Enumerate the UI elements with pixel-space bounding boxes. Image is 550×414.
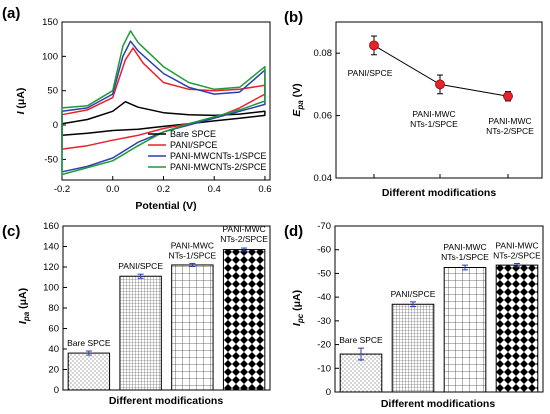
panel-a-x-axis-label: Potential (V): [135, 200, 196, 212]
panel-c-bar-label: Bare SPCE: [67, 338, 111, 348]
panel-b-point-label: NTs-1/SPCE: [410, 119, 458, 129]
panel-d-bar: [443, 267, 487, 393]
panel-d-bar: [391, 303, 435, 393]
panel-b-point-label: NTs-2/SPCE: [486, 126, 534, 136]
panel-b-data-point: [369, 40, 379, 51]
panel-c-y-tick-label: 0: [54, 385, 59, 396]
panel-c-ipa-bar-chart: 0 20 40 60 80 100 120 140 160 Bare SPCE PANI/SPCE…: [17, 221, 271, 407]
panel-b-y-tick-label: 0.04: [314, 173, 333, 184]
panel-b-x-axis-label: Different modifications: [382, 187, 497, 199]
panel-d-bar-label: Bare SPCE: [339, 335, 383, 345]
panel-b-y-tick-label: 0.06: [314, 111, 333, 122]
panel-a-legend-entry-0: Bare SPCE: [170, 129, 216, 139]
panel-c-bar: [171, 264, 214, 391]
panel-a-y-tick-label: 0: [53, 120, 58, 131]
panel-c-y-tick-label: 160: [43, 221, 59, 232]
panel-label-b: (b): [284, 9, 303, 26]
panel-d-y-tick-label: 0: [326, 387, 331, 398]
panel-c-y-axis-label: Ipa (μA): [17, 288, 31, 324]
panel-d-frame: [334, 225, 544, 393]
panel-a-y-tick-label: -50: [44, 154, 58, 165]
panel-b-point-label: PANI-MWC: [488, 116, 531, 126]
panel-c-bar-label: PANI-MWC: [222, 224, 265, 234]
panel-c-y-tick-label: 80: [48, 303, 59, 314]
panel-b-data-point: [503, 91, 513, 102]
panel-c-y-tick-label: 40: [48, 344, 59, 355]
panel-c-y-tick-label: 120: [43, 262, 59, 273]
panel-label-c: (c): [2, 223, 20, 240]
panel-a-series-line-0: [61, 100, 266, 137]
panel-a-y-tick-label: 100: [42, 51, 58, 62]
panel-a-y-tick-label: 50: [47, 86, 58, 97]
panel-b-y-axis-label: Epa (V): [291, 83, 305, 116]
panel-c-y-tick-label: 100: [43, 283, 59, 294]
panel-a-x-tick-label: 0.2: [157, 184, 170, 195]
panel-a-x-tick-label: 0.6: [258, 184, 271, 195]
panel-a-y-tick-label: 150: [42, 17, 58, 28]
panel-label-a: (a): [2, 5, 20, 22]
panel-c-bar-label: NTs-1/SPCE: [169, 250, 217, 260]
panel-b-data-point: [435, 79, 445, 90]
panel-c-bar: [119, 275, 162, 391]
panel-a-frame: [61, 21, 271, 181]
panel-c-bar-label: PANI-MWC: [171, 240, 214, 250]
panel-d-bar-label: PANI-MWC: [443, 242, 486, 252]
panel-d-y-tick-label: -60: [317, 245, 331, 256]
panel-b-point-label: PANI-MWC: [412, 109, 455, 119]
panel-a-x-tick-label: 0.0: [106, 184, 119, 195]
panel-b-epa-plot: 0.040.060.08 PANI/SPCEPANI-MWCNTs-1/SPCE…: [291, 21, 543, 199]
panel-label-d: (d): [284, 223, 303, 240]
panel-a-legend-entry-1: PANI/SPCE: [170, 140, 217, 150]
panel-d-bar-label: NTs-1/SPCE: [441, 252, 489, 262]
panel-c-bar: [222, 249, 266, 391]
panel-d-bar: [495, 264, 539, 393]
panel-a-x-tick-label: -0.2: [54, 184, 70, 195]
panel-d-y-tick-label: -10: [317, 363, 331, 374]
panel-d-y-tick-label: -50: [317, 268, 331, 279]
panel-d-y-tick-label: -30: [317, 316, 331, 327]
panel-c-bar: [67, 352, 111, 391]
panel-a-legend: Bare SPCEPANI/SPCEPANI-MWCNTs-1/SPCEPANI…: [148, 129, 266, 172]
panel-d-y-tick-label: -40: [317, 292, 331, 303]
panel-a-legend-entry-2: PANI-MWCNTs-1/SPCE: [170, 151, 266, 161]
panel-b-y-tick-label: 0.08: [314, 48, 333, 59]
panel-d-ipc-bar-chart: 0 -10 -20 -30 -40 -50 -60 -70 Bare SPCE PANI/SPC…: [291, 221, 544, 410]
panel-c-bar-label: PANI/SPCE: [118, 261, 163, 271]
panel-c-y-tick-label: 140: [43, 242, 59, 253]
panel-a-legend-entry-3: PANI-MWCNTs-2/SPCE: [170, 162, 266, 172]
panel-d-y-axis-label: Ipc (μA): [291, 290, 305, 326]
panel-c-y-tick-label: 60: [48, 324, 59, 335]
panel-c-x-axis-label: Different modifications: [109, 395, 224, 407]
panel-b-point-label: PANI/SPCE: [348, 68, 393, 78]
panel-b-frame: [335, 21, 543, 179]
panel-c-bar-label: NTs-2/SPCE: [220, 234, 268, 244]
panel-d-bar-label: PANI/SPCE: [391, 289, 436, 299]
panel-a-y-axis-label: I (μA): [15, 88, 27, 115]
panel-d-bar-label: NTs-2/SPCE: [493, 250, 541, 260]
panel-d-y-tick-label: -20: [317, 340, 331, 351]
panel-d-bar-label: PANI-MWC: [495, 240, 538, 250]
panel-d-y-tick-label: -70: [317, 221, 331, 232]
panel-a-x-tick-label: 0.4: [208, 184, 221, 195]
panel-c-y-tick-label: 20: [48, 365, 59, 376]
panel-a-series-line-3: [61, 30, 266, 176]
panel-d-x-axis-label: Different modifications: [381, 398, 496, 410]
